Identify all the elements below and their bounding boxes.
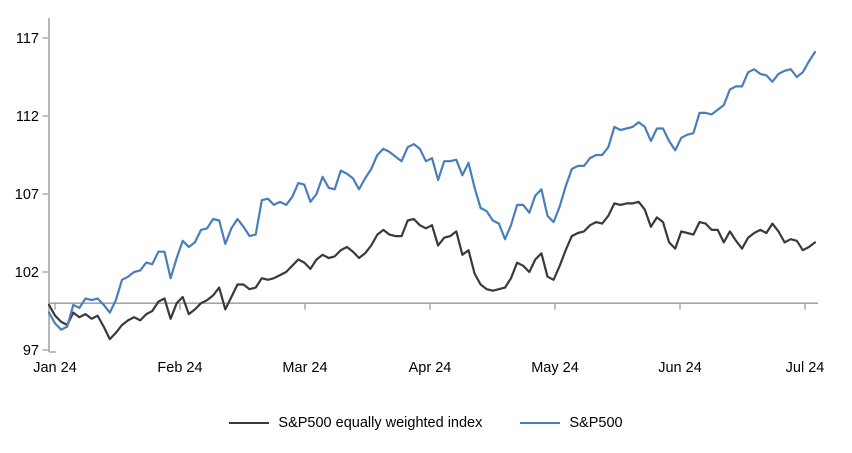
legend-swatch-sp500-line xyxy=(520,422,561,424)
y-tick-label: 107 xyxy=(15,187,39,203)
series-line-sp500 xyxy=(47,50,817,331)
y-tick-label: 97 xyxy=(23,343,39,359)
y-tick-label: 102 xyxy=(15,265,39,281)
x-tick-label: Mar 24 xyxy=(282,360,327,376)
x-tick-label: Jun 24 xyxy=(658,360,702,376)
legend-item-equal-weight: S&P500 equally weighted index xyxy=(229,415,482,431)
y-tick-label: 117 xyxy=(16,31,39,47)
series-line-equal-weight xyxy=(47,200,817,341)
x-tick-label: Jan 24 xyxy=(33,360,77,376)
x-tick-label: Feb 24 xyxy=(157,360,202,376)
legend-swatch-equal-weight-line xyxy=(229,422,270,424)
legend-label-sp500: S&P500 xyxy=(569,415,623,431)
legend-label-equal-weight: S&P500 equally weighted index xyxy=(278,415,483,431)
x-tick-label: May 24 xyxy=(531,360,579,376)
line-chart: Jan 24 Feb 24 Mar 24 Apr 24 May 24 Jun 24 Jul … xyxy=(15,18,825,376)
x-tick-label: Apr 24 xyxy=(409,360,452,376)
y-tick-label: 112 xyxy=(16,109,39,125)
chart-legend: S&P500 equally weighted index S&P500 xyxy=(0,411,852,435)
x-tick-label: Jul 24 xyxy=(786,360,825,376)
legend-item-sp500: S&P500 xyxy=(520,415,623,431)
